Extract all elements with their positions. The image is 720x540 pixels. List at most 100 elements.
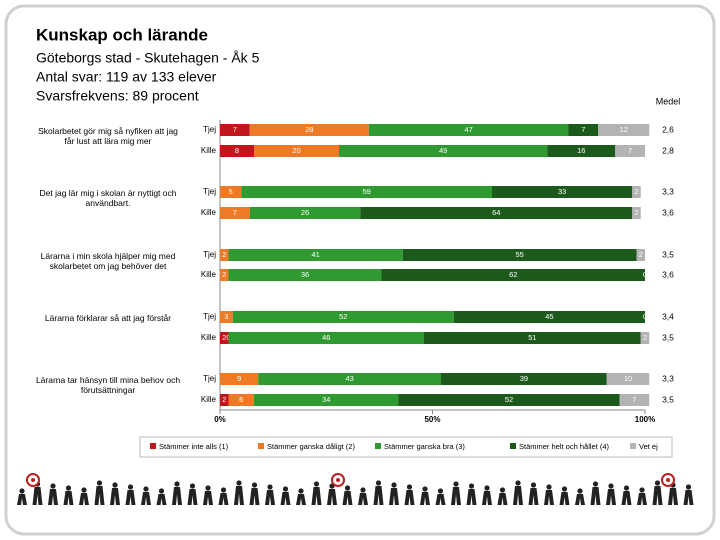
data-label: 0 — [643, 312, 647, 321]
data-label: 62 — [509, 270, 517, 279]
figure-head — [685, 484, 692, 490]
category-label: Tjej — [203, 374, 216, 383]
target-icon — [666, 478, 670, 482]
legend-swatch — [258, 443, 264, 449]
bar-segment — [220, 145, 254, 157]
data-label: 0 — [643, 270, 647, 279]
figure-head — [313, 481, 320, 487]
figure-body — [497, 493, 508, 505]
figure-body — [559, 492, 570, 505]
data-label: 7 — [233, 208, 237, 217]
figure-head — [391, 482, 397, 488]
figure-body — [141, 492, 151, 505]
data-label: 47 — [464, 125, 472, 134]
bar-segment — [547, 145, 616, 157]
data-label: 2 — [634, 208, 638, 217]
figure-head — [344, 485, 351, 491]
figure-body — [575, 494, 585, 505]
bar-segment — [254, 394, 399, 406]
bar-segment — [228, 394, 254, 406]
category-label: Tjej — [203, 250, 216, 259]
figure-head — [577, 488, 583, 494]
data-label: 2 — [639, 250, 643, 259]
figure-head — [608, 483, 614, 489]
category-label: Tjej — [203, 312, 216, 321]
target-icon — [31, 478, 35, 482]
data-label: 2 — [222, 333, 226, 342]
data-label: 8 — [235, 146, 239, 155]
legend-label: Vet ej — [639, 442, 658, 451]
figure-body — [218, 493, 229, 505]
bar-segment — [606, 373, 650, 385]
figure-body — [63, 491, 74, 505]
figure-body — [373, 486, 384, 505]
figure-head — [623, 485, 630, 491]
bar-segment — [632, 186, 641, 198]
decoration — [17, 473, 694, 505]
figure-head — [19, 488, 25, 494]
figure-body — [32, 487, 43, 505]
legend-swatch — [150, 443, 156, 449]
medel-value: 2,8 — [662, 145, 674, 155]
figure-body — [590, 487, 601, 505]
figure-head — [50, 483, 56, 489]
figure-head — [205, 485, 211, 491]
bar-segment — [492, 186, 633, 198]
x-tick-label: 100% — [635, 415, 655, 424]
bar-segment — [220, 249, 229, 261]
target-icon — [336, 478, 340, 482]
category-label: Kille — [201, 146, 217, 155]
figure-head — [298, 488, 304, 494]
bar-segment — [381, 269, 645, 281]
bar-segment — [220, 394, 229, 406]
legend-swatch — [630, 443, 636, 449]
data-label: 12 — [620, 125, 628, 134]
data-label: 52 — [339, 312, 347, 321]
figure-head — [468, 483, 475, 489]
data-label: 55 — [515, 250, 523, 259]
bar-segment — [249, 207, 361, 219]
figure-body — [420, 492, 430, 505]
data-label: 26 — [301, 208, 309, 217]
figure-body — [482, 491, 492, 505]
bar-segment — [453, 311, 645, 323]
figure-head — [639, 487, 645, 493]
figure-head — [484, 485, 490, 491]
figure-head — [96, 480, 103, 486]
figure-body — [48, 489, 58, 505]
figure-head — [251, 482, 258, 488]
figure-body — [435, 494, 446, 505]
bar-segment — [254, 145, 339, 157]
figure-body — [234, 486, 244, 505]
bar-segment — [220, 373, 259, 385]
data-label: 3 — [224, 312, 228, 321]
figure-head — [406, 484, 413, 490]
data-label: 33 — [558, 187, 566, 196]
figure-head — [267, 484, 273, 490]
subtitle: Antal svar: 119 av 133 elever — [36, 69, 217, 85]
figure-head — [143, 486, 149, 492]
figure-body — [94, 486, 105, 505]
data-label: 34 — [322, 395, 330, 404]
figure-head — [437, 488, 444, 494]
figure-body — [187, 489, 198, 505]
bar-segment — [220, 207, 250, 219]
figure-body — [389, 488, 399, 505]
data-label: 2 — [222, 250, 226, 259]
bar-segment — [360, 207, 633, 219]
figure-body — [683, 490, 694, 505]
figure-body — [125, 490, 136, 505]
medel-value: 3,3 — [662, 373, 674, 383]
data-label: 6 — [239, 395, 243, 404]
figure-body — [637, 493, 647, 505]
medel-value: 3,5 — [662, 332, 674, 342]
data-label: 2 — [634, 187, 638, 196]
figure-head — [453, 481, 459, 487]
bar-segment — [615, 145, 645, 157]
figure-body — [110, 488, 120, 505]
bar-segment — [220, 186, 242, 198]
data-label: 2 — [222, 270, 226, 279]
data-label: 51 — [528, 333, 536, 342]
